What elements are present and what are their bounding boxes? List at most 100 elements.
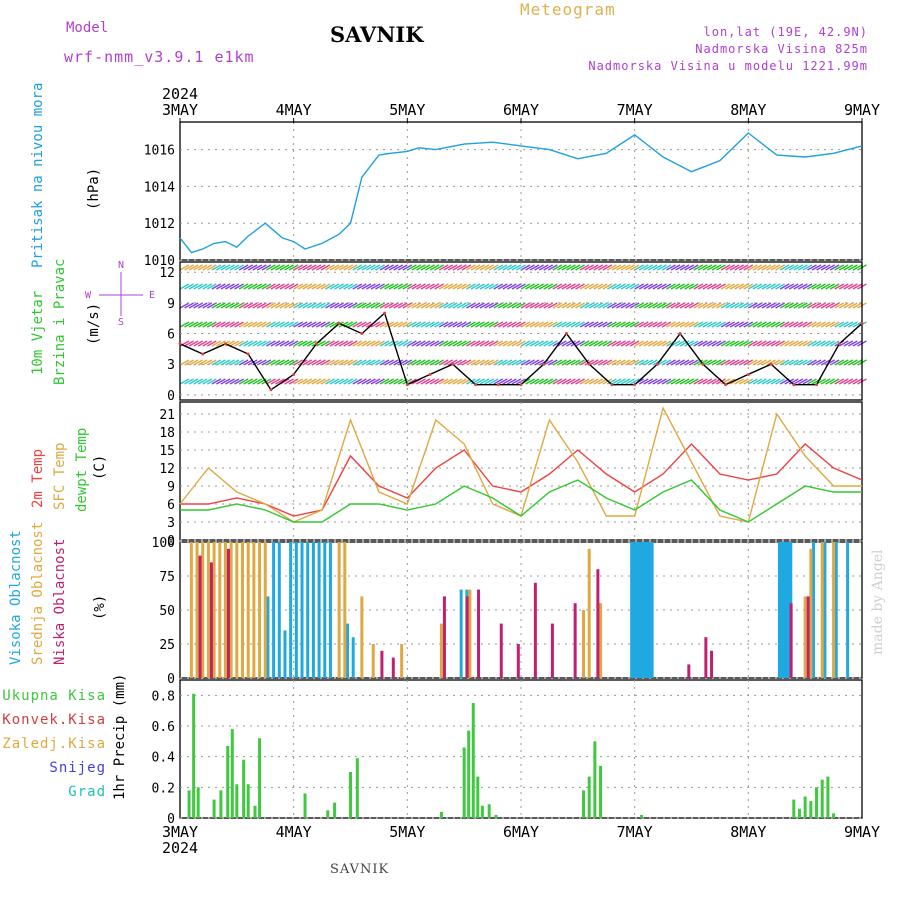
wind-barb [611,359,622,366]
wind-barb [311,321,322,328]
temperature-tick-label: 21 [159,408,175,423]
wind-barb [775,378,785,385]
wind-barb [552,321,563,328]
wind-barb [311,283,322,290]
wind-barb [297,321,308,328]
temperature-series-line [180,479,862,523]
wind-barb [647,340,658,347]
wind-speed-point [451,362,455,366]
wind-barb [707,283,717,290]
wind-barb [788,302,799,309]
wind-barb [697,264,708,271]
clouds-bar [650,542,654,678]
wind-barb [616,283,626,290]
wind-barb [729,321,740,328]
wind-barb [234,283,244,290]
wind-barb [707,378,717,385]
wind-barb [438,264,449,271]
wind-barb [547,321,558,328]
wind-barb [320,378,331,385]
wind-barb [575,340,585,347]
wind-barb [807,359,817,366]
wind-barb [202,359,213,366]
wind-barb [588,283,599,290]
wind-barb [779,321,790,328]
wind-barb [256,321,267,328]
wind-barb [452,302,463,309]
wind-barb [393,302,404,309]
wind-barb [343,264,354,271]
wind-barb [652,340,663,347]
wind-barb [720,359,731,366]
wind-barb [525,321,535,328]
wind-barb [402,283,413,290]
model-elevation: Nadmorska Visina u modelu 1221.99m [588,59,868,73]
wind-barb [720,264,731,271]
wind-barb [420,340,431,347]
wind-barb [306,302,317,309]
top-day-label: 9MAY [844,101,880,119]
wind-barb [593,378,604,385]
wind-barb [757,302,767,309]
wind-barb [766,321,776,328]
wind-barb [229,302,240,309]
wind-barb [352,359,363,366]
wind-barb [620,302,631,309]
wind-barb [716,378,726,385]
wind-barb [493,321,504,328]
top-year-label: 2024 [162,85,198,103]
wind-speed-point [542,362,546,366]
wind-barb [561,264,572,271]
wind-barb [384,378,394,385]
clouds-bar [272,542,276,678]
clouds-bar [516,644,520,678]
wind-barb [652,378,663,385]
wind-barb [188,264,199,271]
wind-barb [238,321,249,328]
wind-barb [511,302,522,309]
compass-n: N [118,260,124,271]
wind-barb [725,283,735,290]
wind-barb [447,302,458,309]
precip-bar [587,776,591,818]
wind-barb [479,321,490,328]
wind-barb [220,378,231,385]
wind-barb [529,378,540,385]
wind-barb [206,321,217,328]
wind-barb [829,340,840,347]
wind-barb [288,283,299,290]
wind-barb [738,378,749,385]
wind-barb [247,321,258,328]
wind-barb [561,340,572,347]
wind-barb [288,359,299,366]
wind-barb [825,302,835,309]
wind-barb [702,340,713,347]
wind-barb [457,321,467,328]
wind-barb [675,378,685,385]
wind-barb [406,340,417,347]
wind-barb [234,340,244,347]
wind-barb [838,264,849,271]
compass-s: S [118,317,124,328]
wind-barb [356,340,367,347]
wind-barb [738,340,749,347]
wind-barb [538,283,549,290]
wind-barb [793,378,804,385]
wind-barb [443,302,454,309]
wind-barb [852,359,863,366]
wind-barb [520,283,531,290]
wind-barb [425,283,435,290]
wind-barb [597,340,608,347]
temperature-tick-label: 9 [167,480,175,495]
wind-barb [184,264,194,271]
wind-barb [552,283,563,290]
wind-barb [302,321,313,328]
wind-barb [848,340,858,347]
wind-barb [270,264,281,271]
wind-barb [247,378,258,385]
wind-barb [243,359,253,366]
wind-barb [243,283,253,290]
clouds-bar [246,542,250,678]
wind-barb [557,378,567,385]
precip-legend-2: Zaledj.Kisa [2,736,106,752]
